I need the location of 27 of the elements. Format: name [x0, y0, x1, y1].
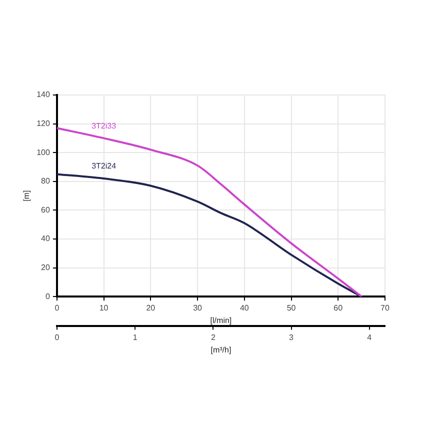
y-tick-label: 20 [41, 263, 50, 272]
x2-tick-label: 4 [367, 332, 372, 342]
x-tick-label: 10 [99, 304, 109, 313]
x-tick-label: 0 [54, 304, 60, 313]
y-tick-label: 60 [41, 205, 50, 214]
x-tick-label: 60 [334, 304, 344, 313]
y-axis-title: [m] [22, 190, 32, 202]
series-label: 3T2i33 [92, 121, 117, 130]
x-tick-label: 70 [380, 304, 390, 313]
x2-tick-label: 0 [54, 332, 60, 342]
y-tick-label: 80 [41, 176, 50, 186]
series-label: 3T2i24 [92, 162, 117, 171]
y-tick-label: 0 [45, 292, 50, 301]
x-tick-label: 40 [240, 304, 250, 313]
x2-tick-label: 2 [210, 332, 216, 342]
y-tick-label: 120 [36, 119, 50, 128]
y-tick-label: 100 [36, 148, 50, 157]
y-tick-label: 140 [36, 90, 50, 100]
x2-tick-label: 3 [289, 332, 294, 342]
y-tick-label: 40 [41, 234, 50, 244]
x-tick-label: 20 [146, 304, 156, 313]
x-axis-title: [l/min] [210, 316, 232, 326]
x-tick-label: 30 [193, 304, 203, 313]
x2-tick-label: 1 [132, 332, 138, 342]
x-tick-label: 50 [286, 304, 296, 313]
line-series [56, 127, 363, 297]
x2-axis-title: [m³/h] [210, 345, 232, 354]
